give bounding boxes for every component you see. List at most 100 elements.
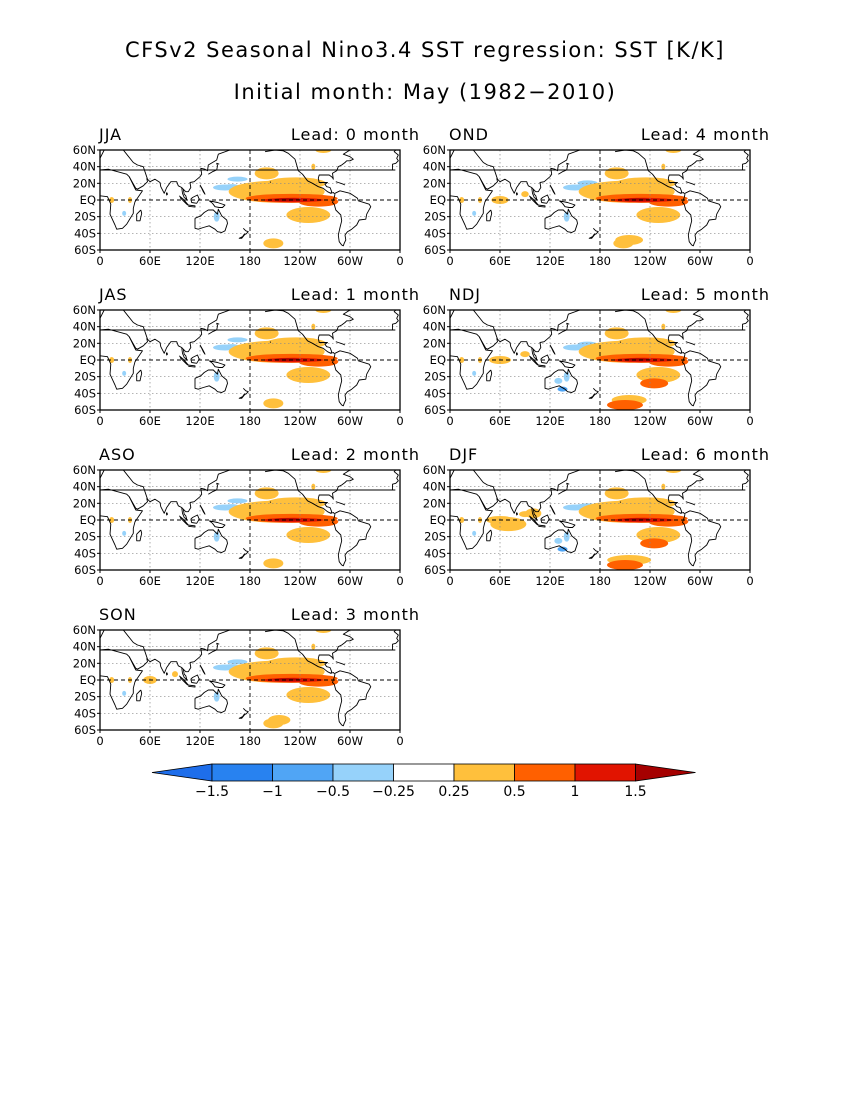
coastline bbox=[667, 310, 704, 354]
coastline bbox=[165, 512, 168, 516]
coastline bbox=[549, 504, 556, 515]
coastline bbox=[128, 496, 148, 510]
lat-tick-label: 20N bbox=[73, 176, 96, 190]
lon-tick-label: 60E bbox=[139, 414, 161, 428]
lat-tick-label: 20N bbox=[73, 656, 96, 670]
negative-anomaly bbox=[227, 498, 248, 504]
colorbar-label: 1.5 bbox=[624, 784, 646, 800]
positive-anomaly bbox=[109, 517, 115, 523]
positive-anomaly bbox=[254, 167, 279, 180]
lon-tick-label: 180 bbox=[239, 734, 261, 748]
lat-tick-label: EQ bbox=[80, 193, 96, 207]
coastline bbox=[472, 310, 581, 354]
coastline bbox=[685, 341, 696, 346]
positive-anomaly bbox=[273, 678, 302, 681]
coastline bbox=[264, 310, 336, 355]
coastline bbox=[558, 200, 576, 208]
colorbar-label: −0.25 bbox=[372, 784, 415, 800]
coastlines bbox=[450, 470, 749, 567]
lon-tick-label: 120E bbox=[185, 254, 214, 268]
coastline bbox=[100, 168, 143, 230]
panel-season-label: JJA bbox=[99, 125, 123, 144]
positive-anomaly bbox=[286, 527, 331, 543]
lon-tick-label: 60W bbox=[337, 414, 363, 428]
map-panel: ASO Lead: 2 month 60N 40N 20N EQ 20S 40S 60S 0 60E… bbox=[60, 445, 420, 595]
figure-subtitle: Initial month: May (1982−2010) bbox=[233, 80, 617, 104]
coastline bbox=[317, 150, 354, 194]
coastline bbox=[199, 664, 206, 675]
coastline bbox=[100, 630, 117, 639]
colorbar-box bbox=[272, 763, 334, 782]
coastline bbox=[544, 528, 578, 553]
coastline bbox=[208, 322, 220, 335]
positive-anomaly bbox=[665, 470, 682, 473]
coastlines bbox=[450, 310, 749, 407]
coastline bbox=[269, 661, 272, 663]
anomaly-field bbox=[109, 470, 339, 569]
coastline bbox=[549, 344, 556, 355]
anomaly-field bbox=[109, 630, 339, 729]
coastline bbox=[619, 181, 622, 183]
coastline bbox=[187, 524, 196, 528]
coastline bbox=[136, 369, 143, 382]
panel-lead-label: Lead: 6 month bbox=[640, 445, 770, 464]
positive-anomaly bbox=[615, 235, 644, 245]
positive-anomaly bbox=[640, 378, 669, 389]
colorbar-box bbox=[332, 763, 394, 782]
lon-tick-label: 0 bbox=[396, 734, 403, 748]
lon-tick-label: 180 bbox=[239, 574, 261, 588]
positive-anomaly bbox=[623, 358, 652, 361]
coastline bbox=[332, 670, 372, 727]
lat-tick-label: 20S bbox=[74, 690, 96, 704]
coastline bbox=[515, 352, 518, 356]
positive-anomaly bbox=[109, 357, 115, 363]
lat-tick-label: 20S bbox=[424, 370, 446, 384]
lon-tick-label: 120W bbox=[633, 414, 666, 428]
lat-tick-label: 60N bbox=[423, 305, 446, 317]
coastline bbox=[619, 501, 622, 503]
lon-tick-label: 120W bbox=[283, 574, 316, 588]
lat-tick-label: 60S bbox=[424, 243, 446, 257]
coastline bbox=[558, 322, 570, 335]
coastline bbox=[264, 630, 336, 675]
coastline bbox=[667, 470, 704, 514]
lon-tick-label: 0 bbox=[446, 574, 453, 588]
positive-anomaly bbox=[315, 470, 332, 473]
colorbar-label: 0.25 bbox=[438, 784, 469, 800]
coastline bbox=[187, 684, 196, 688]
lat-tick-label: 40S bbox=[424, 546, 446, 560]
lat-tick-label: 40N bbox=[73, 320, 96, 334]
coastline bbox=[544, 208, 578, 233]
coastlines bbox=[100, 470, 399, 567]
lon-tick-label: 60E bbox=[489, 414, 511, 428]
coastlines bbox=[450, 146, 749, 247]
coastline bbox=[392, 470, 399, 490]
colorbar-box bbox=[393, 763, 455, 782]
colorbar-high-arrow bbox=[635, 763, 696, 782]
lon-tick-label: 120W bbox=[633, 254, 666, 268]
coastline bbox=[382, 306, 390, 308]
coastline bbox=[128, 336, 148, 350]
coastline bbox=[732, 146, 740, 148]
coastline bbox=[238, 547, 249, 559]
positive-anomaly bbox=[623, 518, 652, 521]
lat-tick-label: 40S bbox=[74, 706, 96, 720]
positive-anomaly bbox=[490, 517, 527, 532]
map-panel: NDJ Lead: 5 month 60N 40N 20N EQ 20S 40S 60S 0 60E… bbox=[410, 285, 770, 435]
lat-tick-label: 20S bbox=[74, 530, 96, 544]
lat-tick-label: 40N bbox=[423, 160, 446, 174]
lon-tick-label: 60E bbox=[489, 254, 511, 268]
coastline bbox=[190, 514, 200, 524]
lat-tick-label: 40S bbox=[424, 386, 446, 400]
lon-tick-label: 180 bbox=[239, 414, 261, 428]
coastline bbox=[531, 507, 538, 520]
lat-tick-label: 20N bbox=[73, 496, 96, 510]
lon-tick-label: 180 bbox=[589, 574, 611, 588]
coastline bbox=[122, 470, 231, 514]
panel-season-label: ASO bbox=[99, 445, 136, 464]
panel-lead-label: Lead: 4 month bbox=[640, 125, 770, 144]
lat-tick-label: 60N bbox=[73, 625, 96, 637]
coastline bbox=[208, 200, 226, 208]
